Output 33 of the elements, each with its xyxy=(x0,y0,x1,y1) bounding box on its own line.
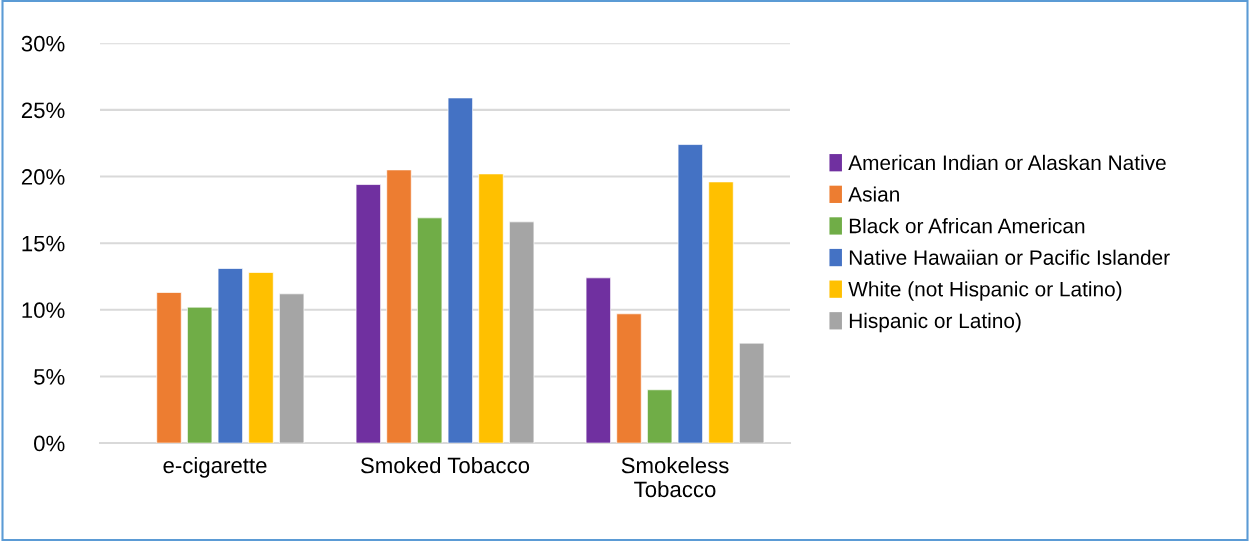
x-tick-label: e-cigarette xyxy=(163,456,267,478)
y-tick-label: 15% xyxy=(22,235,65,252)
bar xyxy=(447,97,473,444)
legend-label: American Indian or Alaskan Native xyxy=(848,154,1166,171)
x-tick-label: Smoked Tobacco xyxy=(360,456,530,474)
legend-label: Hispanic or Latino) xyxy=(849,312,1021,333)
bar xyxy=(279,293,305,444)
bar xyxy=(677,144,703,444)
legend-label: White (not Hispanic or Latino) xyxy=(848,281,1122,301)
bar xyxy=(647,389,673,444)
y-tick-label: 0% xyxy=(34,435,65,452)
bar xyxy=(739,342,765,444)
y-tick-label: 30% xyxy=(21,35,65,52)
y-tick-label: 20% xyxy=(21,169,65,185)
y-tick-label: 5% xyxy=(34,369,65,385)
y-tick-label: 25% xyxy=(21,102,65,119)
bar xyxy=(509,221,535,444)
bar xyxy=(478,173,504,444)
bar xyxy=(417,217,443,444)
bar xyxy=(217,268,243,444)
bar xyxy=(708,181,734,444)
bar xyxy=(248,272,274,444)
y-tick-label: 10% xyxy=(22,302,65,319)
bar xyxy=(616,313,642,444)
bar xyxy=(187,306,213,444)
bar xyxy=(585,277,611,444)
legend-label: Black or African American xyxy=(849,218,1085,234)
x-tick-label: Smokeless Tobacco xyxy=(621,456,729,498)
legend-label: Native Hawaiian or Pacific Islander xyxy=(849,249,1170,265)
bar xyxy=(355,184,381,444)
bar xyxy=(386,169,412,444)
bar xyxy=(156,292,182,444)
legend-label: Asian xyxy=(848,186,899,202)
